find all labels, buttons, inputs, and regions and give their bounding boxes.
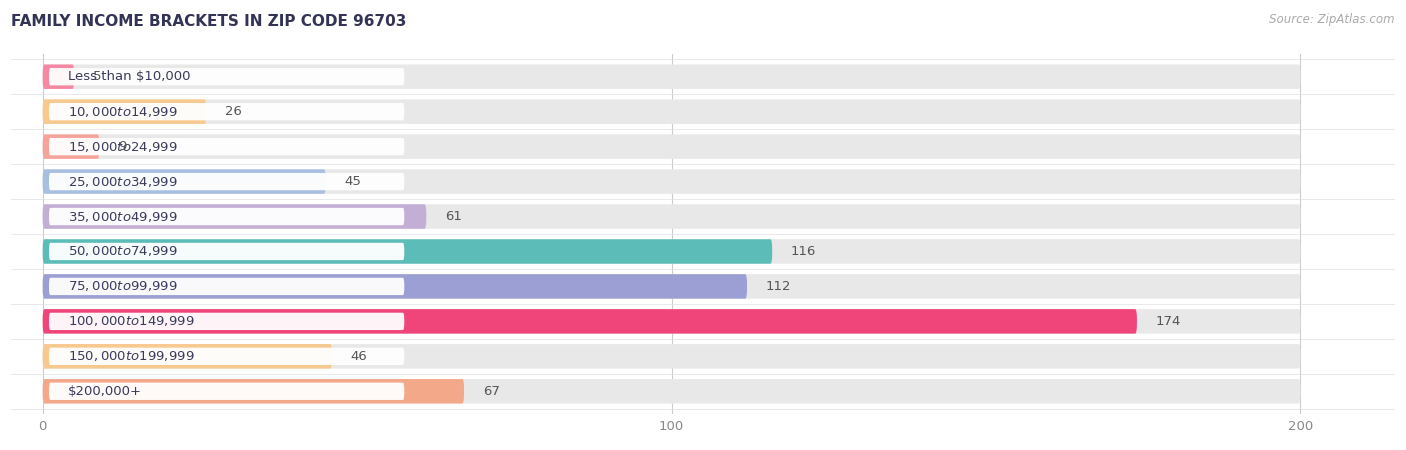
FancyBboxPatch shape (42, 204, 1301, 229)
FancyBboxPatch shape (42, 379, 1301, 404)
FancyBboxPatch shape (49, 68, 405, 86)
FancyBboxPatch shape (42, 99, 207, 124)
FancyBboxPatch shape (49, 278, 405, 295)
FancyBboxPatch shape (49, 382, 405, 400)
Text: 174: 174 (1156, 315, 1181, 328)
FancyBboxPatch shape (42, 135, 1301, 159)
Text: Source: ZipAtlas.com: Source: ZipAtlas.com (1270, 14, 1395, 27)
FancyBboxPatch shape (42, 239, 1301, 264)
FancyBboxPatch shape (42, 169, 326, 194)
Text: FAMILY INCOME BRACKETS IN ZIP CODE 96703: FAMILY INCOME BRACKETS IN ZIP CODE 96703 (11, 14, 406, 28)
FancyBboxPatch shape (42, 204, 426, 229)
Text: 112: 112 (766, 280, 792, 293)
FancyBboxPatch shape (42, 99, 1301, 124)
FancyBboxPatch shape (42, 64, 75, 89)
Text: $75,000 to $99,999: $75,000 to $99,999 (67, 279, 177, 293)
Text: 116: 116 (792, 245, 817, 258)
Text: Less than $10,000: Less than $10,000 (67, 70, 190, 83)
Text: $10,000 to $14,999: $10,000 to $14,999 (67, 105, 177, 119)
Text: 5: 5 (93, 70, 101, 83)
Text: $25,000 to $34,999: $25,000 to $34,999 (67, 175, 177, 189)
FancyBboxPatch shape (49, 173, 405, 190)
FancyBboxPatch shape (42, 135, 100, 159)
FancyBboxPatch shape (42, 169, 1301, 194)
Text: $100,000 to $149,999: $100,000 to $149,999 (67, 315, 194, 328)
Text: 45: 45 (344, 175, 361, 188)
FancyBboxPatch shape (42, 344, 332, 369)
FancyBboxPatch shape (42, 379, 464, 404)
FancyBboxPatch shape (49, 348, 405, 365)
FancyBboxPatch shape (42, 274, 1301, 299)
FancyBboxPatch shape (49, 243, 405, 260)
FancyBboxPatch shape (49, 208, 405, 225)
FancyBboxPatch shape (49, 313, 405, 330)
Text: 61: 61 (446, 210, 463, 223)
Text: $150,000 to $199,999: $150,000 to $199,999 (67, 349, 194, 363)
Text: 46: 46 (352, 350, 367, 363)
Text: $15,000 to $24,999: $15,000 to $24,999 (67, 140, 177, 153)
FancyBboxPatch shape (49, 138, 405, 155)
FancyBboxPatch shape (42, 239, 772, 264)
FancyBboxPatch shape (49, 103, 405, 120)
Text: $50,000 to $74,999: $50,000 to $74,999 (67, 244, 177, 258)
FancyBboxPatch shape (42, 64, 1301, 89)
FancyBboxPatch shape (42, 274, 747, 299)
Text: $200,000+: $200,000+ (67, 385, 142, 398)
Text: 9: 9 (118, 140, 127, 153)
FancyBboxPatch shape (42, 309, 1137, 333)
Text: $35,000 to $49,999: $35,000 to $49,999 (67, 210, 177, 224)
FancyBboxPatch shape (42, 344, 1301, 369)
Text: 67: 67 (482, 385, 499, 398)
FancyBboxPatch shape (42, 309, 1301, 333)
Text: 26: 26 (225, 105, 242, 118)
